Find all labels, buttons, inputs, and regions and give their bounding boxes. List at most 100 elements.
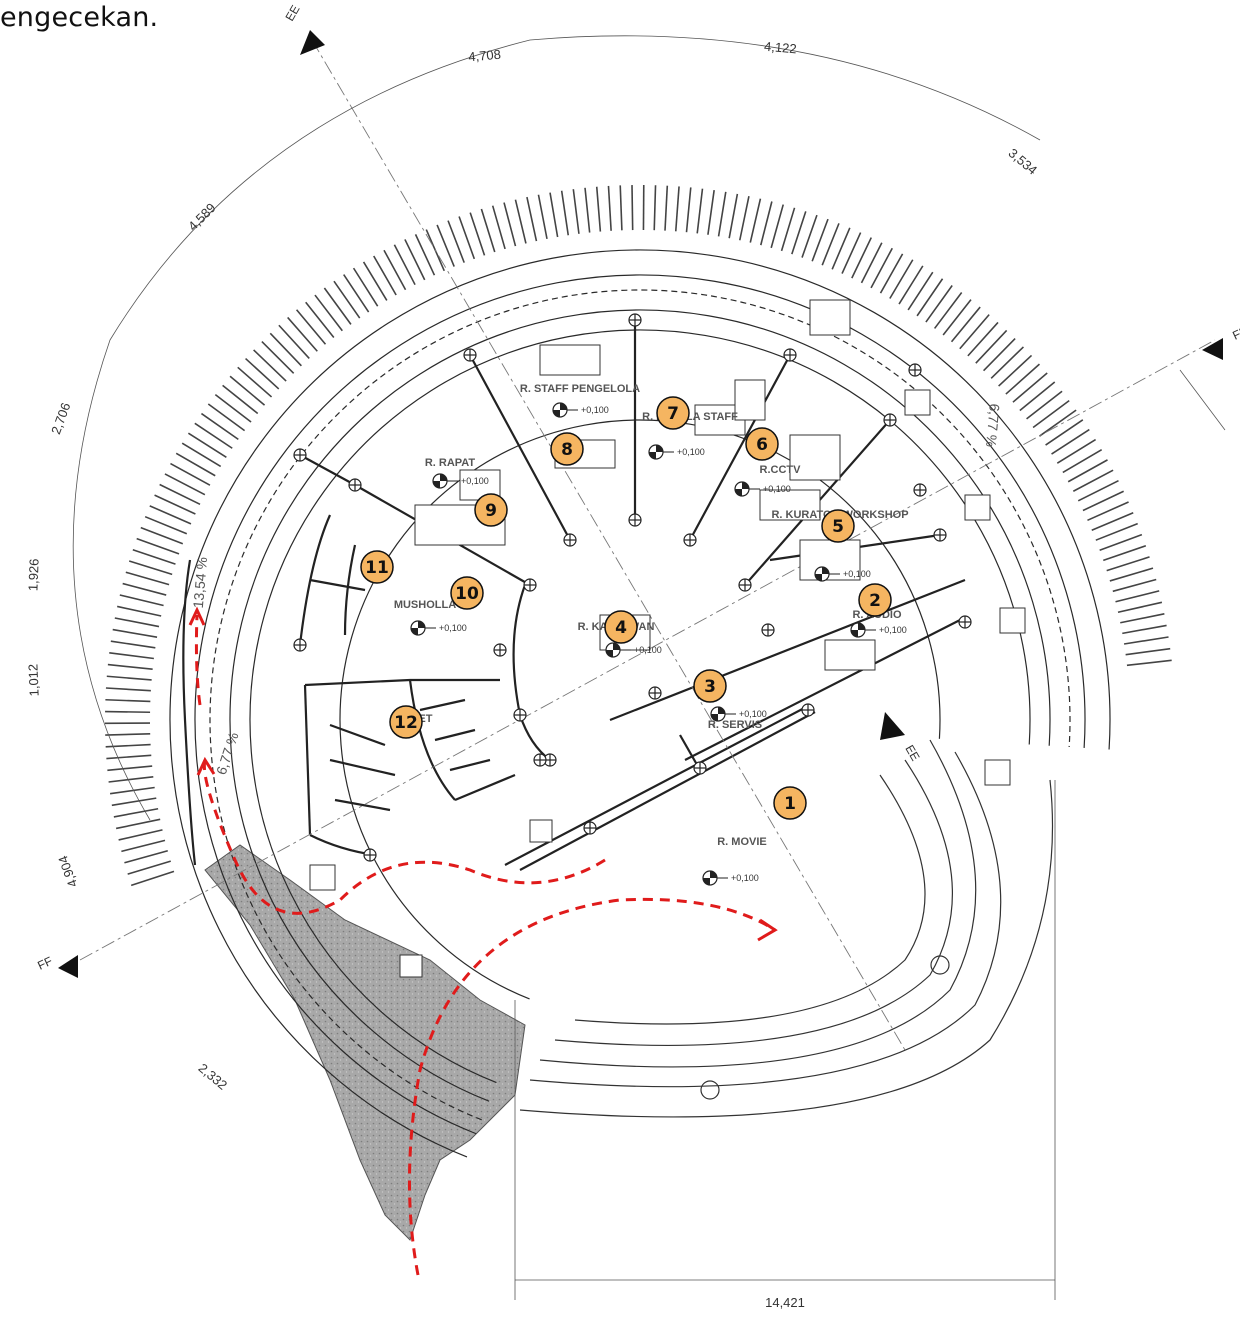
louvre-fin bbox=[1019, 381, 1056, 412]
louvre-fin bbox=[1099, 533, 1143, 552]
louvre-fin bbox=[717, 191, 727, 237]
room-number-badge: 8 bbox=[550, 432, 584, 466]
heading-text: engecekan. bbox=[0, 2, 159, 33]
room-number: 2 bbox=[869, 591, 881, 611]
room-number-badge: 3 bbox=[693, 669, 727, 703]
badge-circle bbox=[360, 550, 394, 584]
louvre-fin bbox=[889, 259, 914, 299]
louvre-fin bbox=[1062, 448, 1103, 474]
louvre-fin bbox=[584, 187, 591, 233]
louvre-fin bbox=[469, 212, 486, 256]
louvre-fin bbox=[237, 366, 273, 398]
louvre-fin bbox=[154, 494, 196, 515]
level-marker: +0,100 bbox=[432, 473, 489, 489]
louvre-fin bbox=[831, 227, 851, 270]
louvre-fin bbox=[115, 818, 161, 830]
level-label: +0,100 bbox=[461, 476, 489, 486]
louvre-fin bbox=[1123, 636, 1169, 645]
slope-label: 6,77 % bbox=[983, 403, 1003, 448]
louvre-fin bbox=[107, 765, 153, 772]
louvre-fin bbox=[860, 242, 883, 284]
louvre-fin bbox=[619, 185, 623, 231]
louvre-fin bbox=[333, 280, 361, 319]
louvre-fin bbox=[879, 253, 904, 294]
level-marker: +0,100 bbox=[850, 622, 907, 638]
louvre-fin bbox=[907, 271, 934, 311]
level-label: +0,100 bbox=[581, 405, 609, 415]
louvre-fin bbox=[127, 860, 171, 875]
louvre-fin bbox=[447, 220, 465, 263]
louvre-fin bbox=[200, 412, 239, 441]
louvre-fin bbox=[253, 349, 287, 382]
louvre-fin bbox=[975, 329, 1008, 364]
dimension-label: 1,926 bbox=[25, 558, 41, 591]
louvre-fin bbox=[362, 261, 388, 301]
louvre-fin bbox=[118, 829, 163, 841]
louvre-fin bbox=[164, 473, 206, 496]
louvre-fin bbox=[1026, 390, 1063, 420]
louvre-fin bbox=[113, 807, 159, 818]
louvre-fin bbox=[821, 223, 840, 266]
louvre-fin bbox=[159, 483, 201, 506]
dimension-label: 2,706 bbox=[48, 401, 73, 437]
section-marker-label: FF bbox=[35, 954, 54, 973]
louvre-fin bbox=[933, 292, 963, 329]
room-number: 8 bbox=[561, 440, 573, 460]
slope-label: 13,54 % bbox=[190, 556, 210, 609]
room-number: 12 bbox=[394, 713, 418, 733]
level-label: +0,100 bbox=[731, 873, 759, 883]
louvre-fin bbox=[1012, 372, 1048, 403]
louvre-fin bbox=[343, 274, 370, 313]
badge-circle bbox=[450, 576, 484, 610]
room-number-badge: 6 bbox=[745, 427, 779, 461]
louvre-fin bbox=[181, 442, 222, 468]
louvre-fin bbox=[373, 255, 397, 296]
louvre-fin bbox=[1126, 659, 1172, 667]
louvre-fin bbox=[696, 188, 704, 234]
room-number-badge: 9 bbox=[474, 493, 508, 527]
louvre-fin bbox=[1056, 438, 1097, 464]
louvre-fin bbox=[314, 294, 343, 332]
badge-circle bbox=[745, 427, 779, 461]
louvre-fin bbox=[105, 710, 151, 714]
room-label-musholla: MUSHOLLA bbox=[394, 599, 456, 611]
level-label: +0,100 bbox=[739, 709, 767, 719]
ring-arc bbox=[339, 419, 941, 1000]
badge-circle bbox=[550, 432, 584, 466]
louvre-fin bbox=[105, 698, 151, 703]
section-marker-arrow bbox=[58, 955, 78, 978]
room-label-servis: R. SERVIS bbox=[708, 719, 762, 731]
louvre-fin bbox=[124, 850, 168, 864]
ring-arc bbox=[249, 329, 1031, 1084]
louvre-fin bbox=[998, 354, 1033, 387]
level-label: +0,100 bbox=[843, 569, 871, 579]
level-label: +0,100 bbox=[634, 645, 662, 655]
louvre-fin bbox=[107, 663, 153, 671]
louvre-fin bbox=[631, 185, 634, 231]
louvre-fin bbox=[607, 185, 612, 231]
louvre-fin bbox=[480, 208, 496, 253]
louvre-fin bbox=[108, 775, 154, 783]
room-number: 4 bbox=[615, 618, 627, 638]
room-number-badge: 5 bbox=[821, 509, 855, 543]
louvre-fin bbox=[305, 301, 335, 338]
louvre-fin bbox=[229, 375, 266, 406]
badge-circle bbox=[604, 610, 638, 644]
louvre-fin bbox=[130, 870, 175, 887]
section-marker-label: FF bbox=[1230, 324, 1240, 343]
louvre-fin bbox=[132, 548, 176, 565]
louvre-fin bbox=[811, 218, 829, 262]
room-number: 10 bbox=[455, 584, 479, 604]
louvre-fin bbox=[983, 337, 1016, 372]
entrance-paving bbox=[204, 844, 526, 1241]
louvre-fin bbox=[549, 192, 559, 238]
louvre-fin bbox=[925, 285, 953, 323]
room-number: 9 bbox=[485, 501, 497, 521]
louvre-fin bbox=[674, 186, 680, 232]
section-marker-arrow bbox=[1202, 338, 1223, 360]
louvre-fin bbox=[121, 839, 166, 853]
level-marker: +0,100 bbox=[552, 402, 609, 418]
louvre-fin bbox=[414, 234, 436, 276]
ring-arc-dashed bbox=[209, 289, 1071, 1121]
